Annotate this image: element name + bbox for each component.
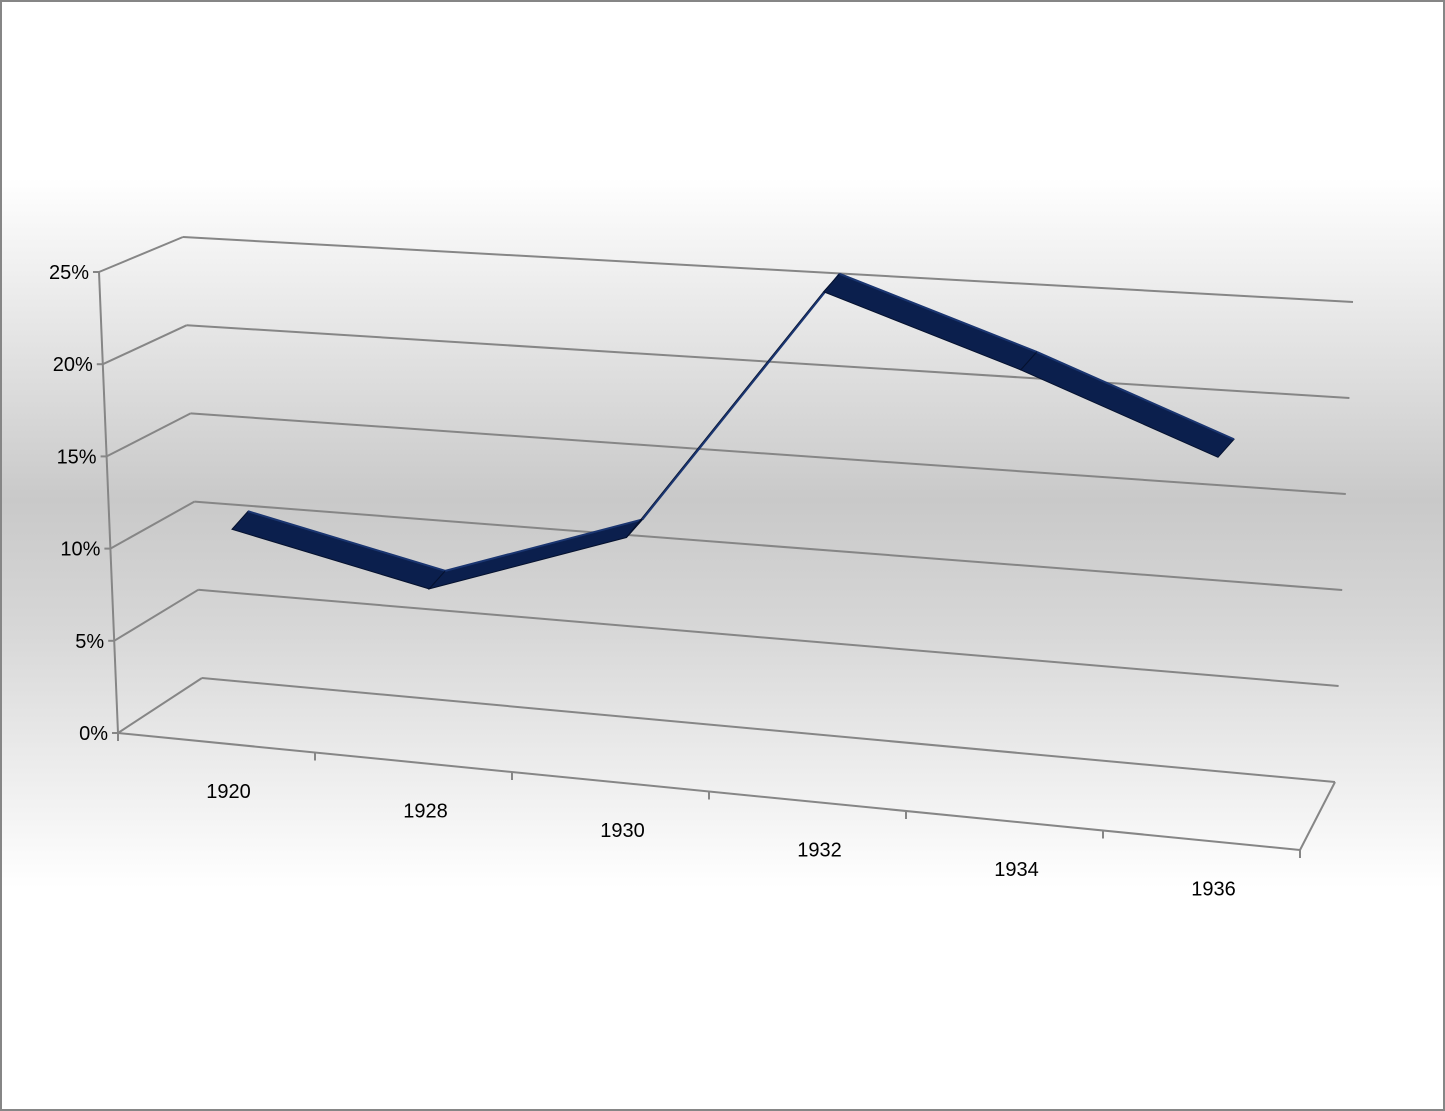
- side-gridline-0: [117, 677, 203, 734]
- line-segment-top-0: [247, 510, 446, 572]
- x-tick-label-4: 1934: [994, 859, 1039, 881]
- gridline-1: [198, 588, 1339, 687]
- line-segment-top-4: [1036, 350, 1235, 441]
- x-tick-label-2: 1930: [600, 820, 645, 842]
- y-tick-label-5: 25%: [49, 262, 89, 284]
- x-tick-label-1: 1928: [403, 800, 448, 822]
- gridline-0: [201, 677, 1336, 783]
- x-tick-label-3: 1932: [797, 839, 842, 861]
- side-gridline-4: [102, 324, 188, 366]
- gridline-2: [194, 500, 1343, 591]
- side-gridline-5: [98, 236, 184, 273]
- y-tick-label-0: 0%: [79, 723, 108, 745]
- line-segment-top-3: [839, 272, 1038, 353]
- series-line: [231, 272, 1235, 590]
- y-tick-label-1: 5%: [75, 631, 104, 653]
- line-segment-4: [1019, 351, 1235, 458]
- side-gridline-1: [113, 588, 199, 642]
- gridline-3: [190, 412, 1346, 495]
- line-segment-top-1: [444, 518, 643, 572]
- y-tick-label-2: 10%: [60, 539, 100, 561]
- gridline-5: [182, 236, 1354, 303]
- x-tick-label-5: 1936: [1191, 878, 1236, 900]
- line-segment-top-2: [641, 273, 841, 521]
- tick-labels: 0% 5% 10% 15% 20% 25% 1920 1928 1930 1932 1934 1936: [49, 262, 1236, 900]
- x-tick-label-0: 1920: [206, 781, 251, 803]
- y-tick-label-3: 15%: [57, 446, 97, 468]
- axes: [93, 271, 1336, 858]
- side-gridline-3: [106, 412, 192, 458]
- y-tick-label-4: 20%: [53, 354, 93, 376]
- y-axis-line: [98, 271, 119, 734]
- side-gridline-2: [109, 500, 195, 550]
- floor-right-edge: [1299, 781, 1336, 851]
